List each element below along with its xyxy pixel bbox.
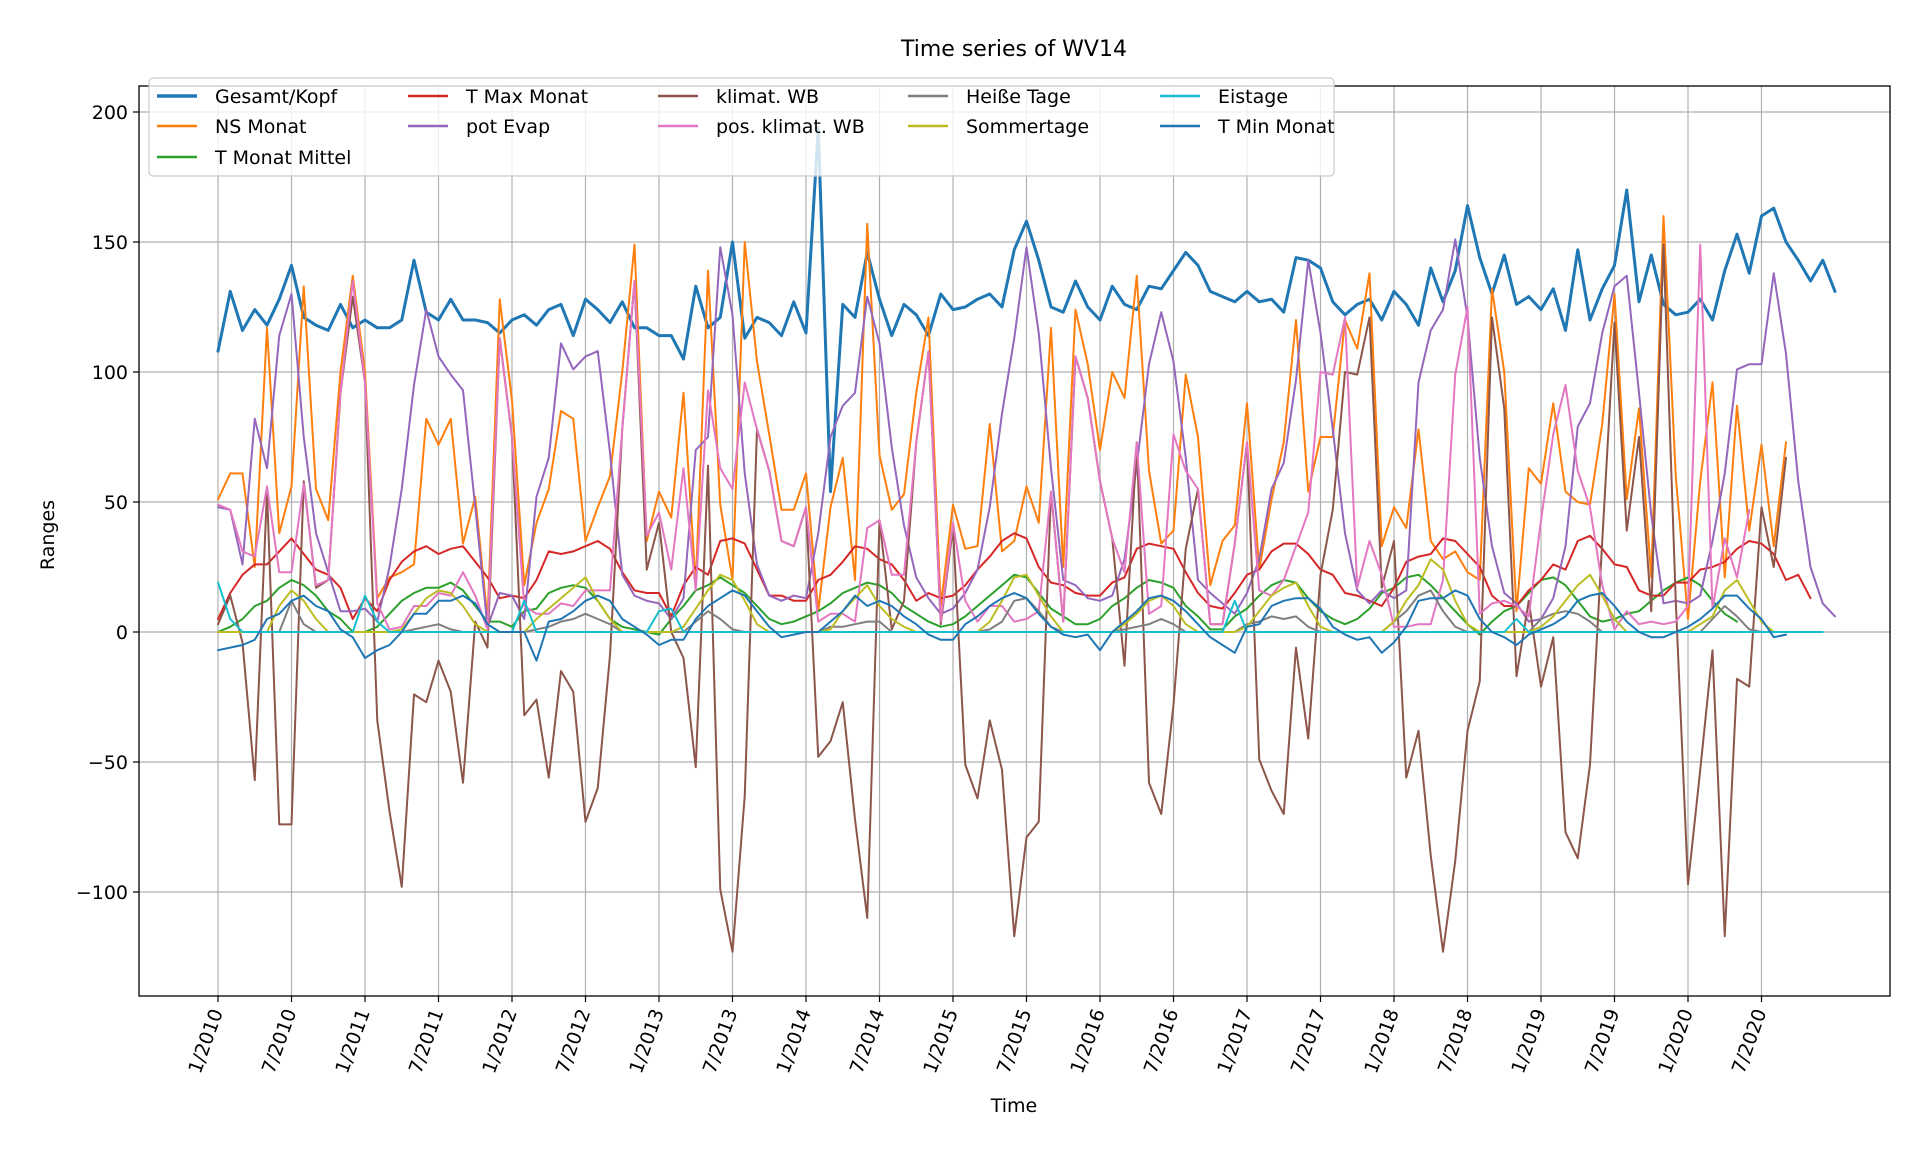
series-line bbox=[217, 558, 1787, 633]
y-tick-label: 50 bbox=[104, 492, 128, 514]
series-line bbox=[217, 243, 1751, 631]
y-tick-label: 100 bbox=[92, 362, 128, 384]
legend-box bbox=[148, 77, 1335, 177]
x-axis-label: Time bbox=[990, 1095, 1038, 1117]
legend-label: Eistage bbox=[1218, 86, 1288, 108]
y-tick-label: 200 bbox=[92, 102, 128, 124]
legend-label: Gesamt/Kopf bbox=[215, 86, 339, 108]
series-line bbox=[216, 126, 1837, 494]
legend-label: T Monat Mittel bbox=[214, 147, 351, 169]
y-axis-label: Ranges bbox=[37, 500, 59, 570]
legend-label: pot Evap bbox=[466, 116, 550, 138]
y-tick-label: −100 bbox=[76, 882, 128, 904]
legend-label: T Max Monat bbox=[465, 86, 588, 108]
legend-label: klimat. WB bbox=[716, 86, 819, 108]
legend-label: Sommertage bbox=[966, 116, 1089, 138]
legend-label: pos. klimat. WB bbox=[716, 116, 865, 138]
y-tick-label: 0 bbox=[116, 622, 128, 644]
series-line bbox=[217, 589, 1787, 662]
series-lines bbox=[216, 126, 1837, 953]
legend-label: T Min Monat bbox=[1217, 116, 1335, 138]
legend-label: NS Monat bbox=[215, 116, 306, 138]
legend-label: Heiße Tage bbox=[966, 86, 1071, 108]
chart-title: Time series of WV14 bbox=[900, 37, 1127, 62]
y-tick-label: −50 bbox=[88, 752, 128, 774]
y-tick-label: 150 bbox=[92, 232, 128, 254]
series-line bbox=[217, 581, 1824, 633]
series-line bbox=[217, 532, 1812, 620]
series-line bbox=[217, 243, 1787, 953]
legend: Gesamt/Kopf NS Monat T Monat Mittel T Max M… bbox=[148, 77, 1335, 177]
